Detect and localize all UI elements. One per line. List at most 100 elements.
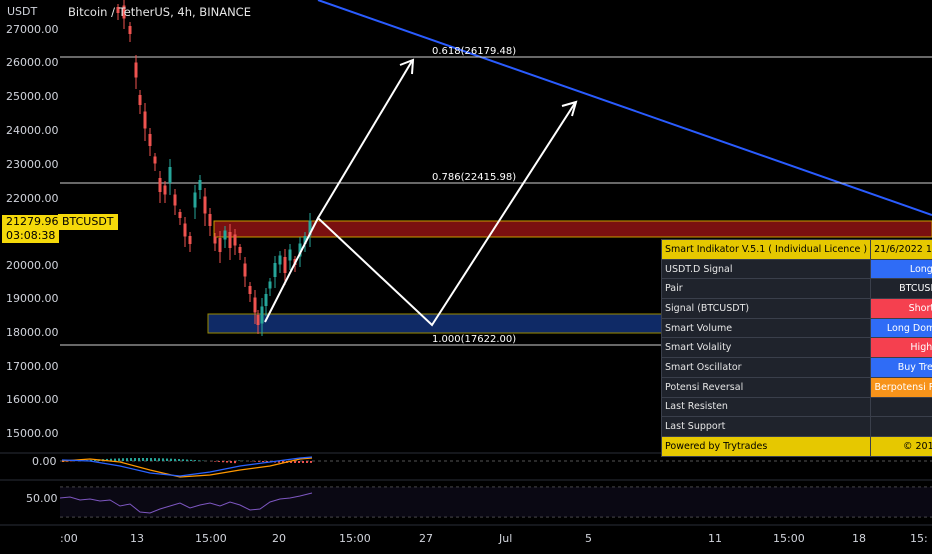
rsi-axis-label: 50.00 (26, 492, 58, 505)
time-tick: 27 (419, 532, 433, 545)
time-tick: Jul (498, 532, 512, 545)
time-tick: 15:00 (195, 532, 227, 545)
candle-body (269, 282, 272, 289)
fib-label-1000: 1.000(17622.00) (432, 334, 516, 345)
time-axis[interactable]: :00 13 15:00 20 15:00 27 Jul 5 11 15:00 … (60, 532, 928, 545)
indicator-key: Smart Indikator V.5.1 ( Individual Licen… (662, 240, 871, 260)
time-tick: :00 (60, 532, 78, 545)
candle-body (164, 186, 167, 195)
candle-body (224, 231, 227, 240)
macd-bar (238, 460, 240, 461)
indicator-value: BTCUSDT (871, 279, 932, 299)
indicator-key: Powered by Trytrades (662, 436, 871, 456)
indicator-key: Potensi Reversal (662, 377, 871, 397)
candle-body (284, 257, 287, 273)
symbol-title[interactable]: Bitcoin / TetherUS, 4h, BINANCE (68, 5, 251, 19)
macd-bar (114, 459, 116, 461)
indicator-key: Smart Oscillator (662, 358, 871, 378)
indicator-row: Last Support (662, 417, 932, 437)
macd-bar (226, 461, 228, 463)
macd-bar (306, 461, 308, 463)
indicator-row: PairBTCUSDT (662, 279, 932, 299)
candle-body (174, 195, 177, 206)
candle-body (144, 112, 147, 129)
indicator-key: USDT.D Signal (662, 259, 871, 279)
candle-body (189, 236, 192, 244)
macd-bar (310, 461, 312, 463)
macd-bar (262, 461, 264, 462)
macd-bar (162, 458, 164, 461)
currency-label: USDT (7, 5, 37, 18)
last-price-badge: 21279.96 (2, 215, 63, 229)
candle-body (209, 214, 212, 226)
indicator-key: Last Support (662, 417, 871, 437)
price-tick: 25000.00 (6, 90, 59, 103)
time-tick: 11 (708, 532, 722, 545)
candle-body (149, 134, 152, 146)
candle-body (265, 294, 268, 306)
resistance-zone[interactable] (214, 221, 932, 237)
candle-body (154, 157, 157, 164)
smart-indicator-table: Smart Indikator V.5.1 ( Individual Licen… (661, 239, 932, 457)
price-tick: 16000.00 (6, 393, 59, 406)
macd-bar (194, 460, 196, 461)
macd-bar (234, 461, 236, 463)
time-tick: 15:00 (339, 532, 371, 545)
price-tick: 17000.00 (6, 360, 59, 373)
indicator-row: Smart Indikator V.5.1 ( Individual Licen… (662, 240, 932, 260)
projection-arrow-up[interactable] (318, 61, 412, 218)
indicator-value: Long (871, 259, 932, 279)
indicator-row: Last Resisten (662, 397, 932, 417)
candlesticks (117, 0, 312, 336)
macd-bar (186, 460, 188, 461)
macd-bar (150, 458, 152, 461)
macd-axis-label: 0.00 (32, 455, 57, 468)
macd-bar (230, 461, 232, 463)
candle-body (129, 26, 132, 34)
macd-bar (154, 458, 156, 461)
indicator-value: Long Dominan (871, 318, 932, 338)
indicator-value (871, 397, 932, 417)
macd-bar (146, 458, 148, 461)
macd-bar (138, 458, 140, 461)
candle-body (214, 237, 217, 244)
macd-bar (130, 458, 132, 461)
indicator-key: Last Resisten (662, 397, 871, 417)
macd-bar (298, 461, 300, 463)
macd-bar (222, 461, 224, 462)
indicator-key: Signal (BTCUSDT) (662, 299, 871, 319)
macd-bar (142, 458, 144, 461)
time-tick: 15: (910, 532, 928, 545)
macd-bar (190, 460, 192, 461)
time-tick: 15:00 (773, 532, 805, 545)
macd-bar (198, 460, 200, 461)
macd-bar (170, 459, 172, 461)
indicator-key: Pair (662, 279, 871, 299)
macd-bar (126, 458, 128, 461)
time-tick: 18 (852, 532, 866, 545)
indicator-value: Buy Trend (871, 358, 932, 378)
candle-body (169, 167, 172, 183)
indicator-value: High (871, 338, 932, 358)
time-tick: 20 (272, 532, 286, 545)
candle-body (261, 307, 264, 324)
macd-bar (254, 461, 256, 462)
price-tick: 15000.00 (6, 427, 59, 440)
macd-bar (214, 461, 216, 462)
candle-body (184, 224, 187, 237)
price-tick: 22000.00 (6, 192, 59, 205)
candle-body (257, 315, 260, 325)
macd-bar (166, 459, 168, 461)
macd-bar (182, 459, 184, 461)
candle-body (254, 298, 257, 313)
projection-path[interactable] (265, 103, 575, 325)
macd-bar (134, 458, 136, 461)
macd-bar (178, 459, 180, 461)
indicator-row: Powered by Trytrades© 2019 (662, 436, 932, 456)
price-tick: 18000.00 (6, 326, 59, 339)
candle-body (274, 263, 277, 277)
